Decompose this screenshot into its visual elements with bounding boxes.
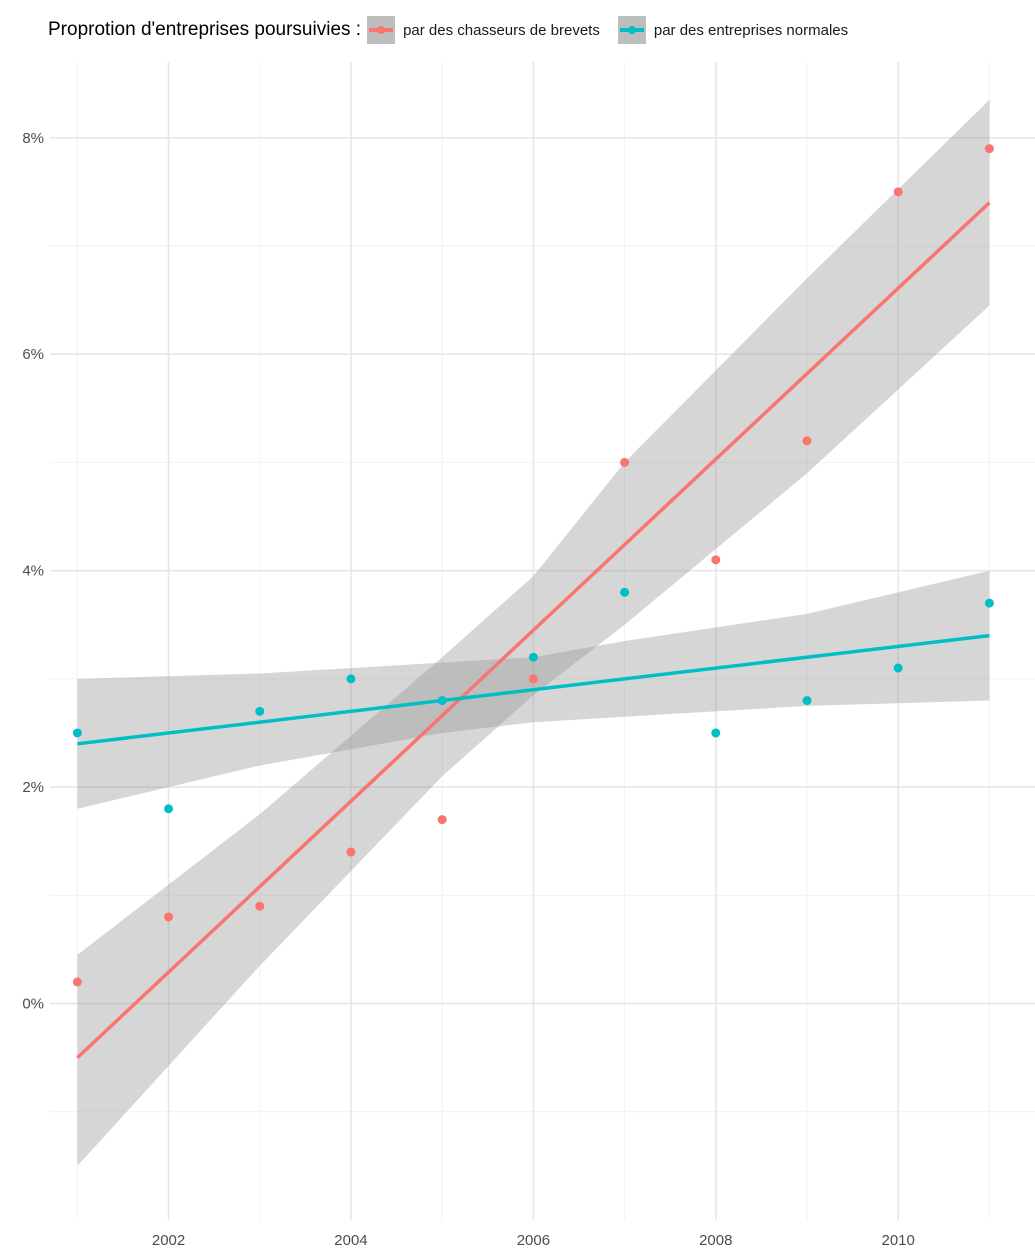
data-point-0 [802,436,811,445]
data-point-0 [985,144,994,153]
y-tick-label: 0% [22,996,44,1013]
x-tick-label: 2006 [517,1232,550,1249]
data-point-0 [711,555,720,564]
data-point-0 [164,912,173,921]
x-tick-label: 2004 [334,1232,367,1249]
y-tick-label: 2% [22,779,44,796]
y-tick-label: 8% [22,130,44,147]
data-point-0 [894,187,903,196]
data-point-1 [620,588,629,597]
y-tick-label: 6% [22,346,44,363]
data-point-0 [438,815,447,824]
y-tick-label: 4% [22,563,44,580]
data-point-1 [346,674,355,683]
x-tick-label: 2002 [152,1232,185,1249]
data-point-1 [255,707,264,716]
x-tick-label: 2010 [882,1232,915,1249]
data-point-0 [620,458,629,467]
data-point-1 [894,664,903,673]
data-point-1 [985,599,994,608]
data-point-0 [346,848,355,857]
x-tick-label: 2008 [699,1232,732,1249]
data-point-1 [164,804,173,813]
data-point-1 [802,696,811,705]
data-point-1 [529,653,538,662]
data-point-0 [255,902,264,911]
data-point-1 [73,728,82,737]
data-point-1 [711,728,720,737]
data-point-0 [529,674,538,683]
data-point-0 [73,977,82,986]
